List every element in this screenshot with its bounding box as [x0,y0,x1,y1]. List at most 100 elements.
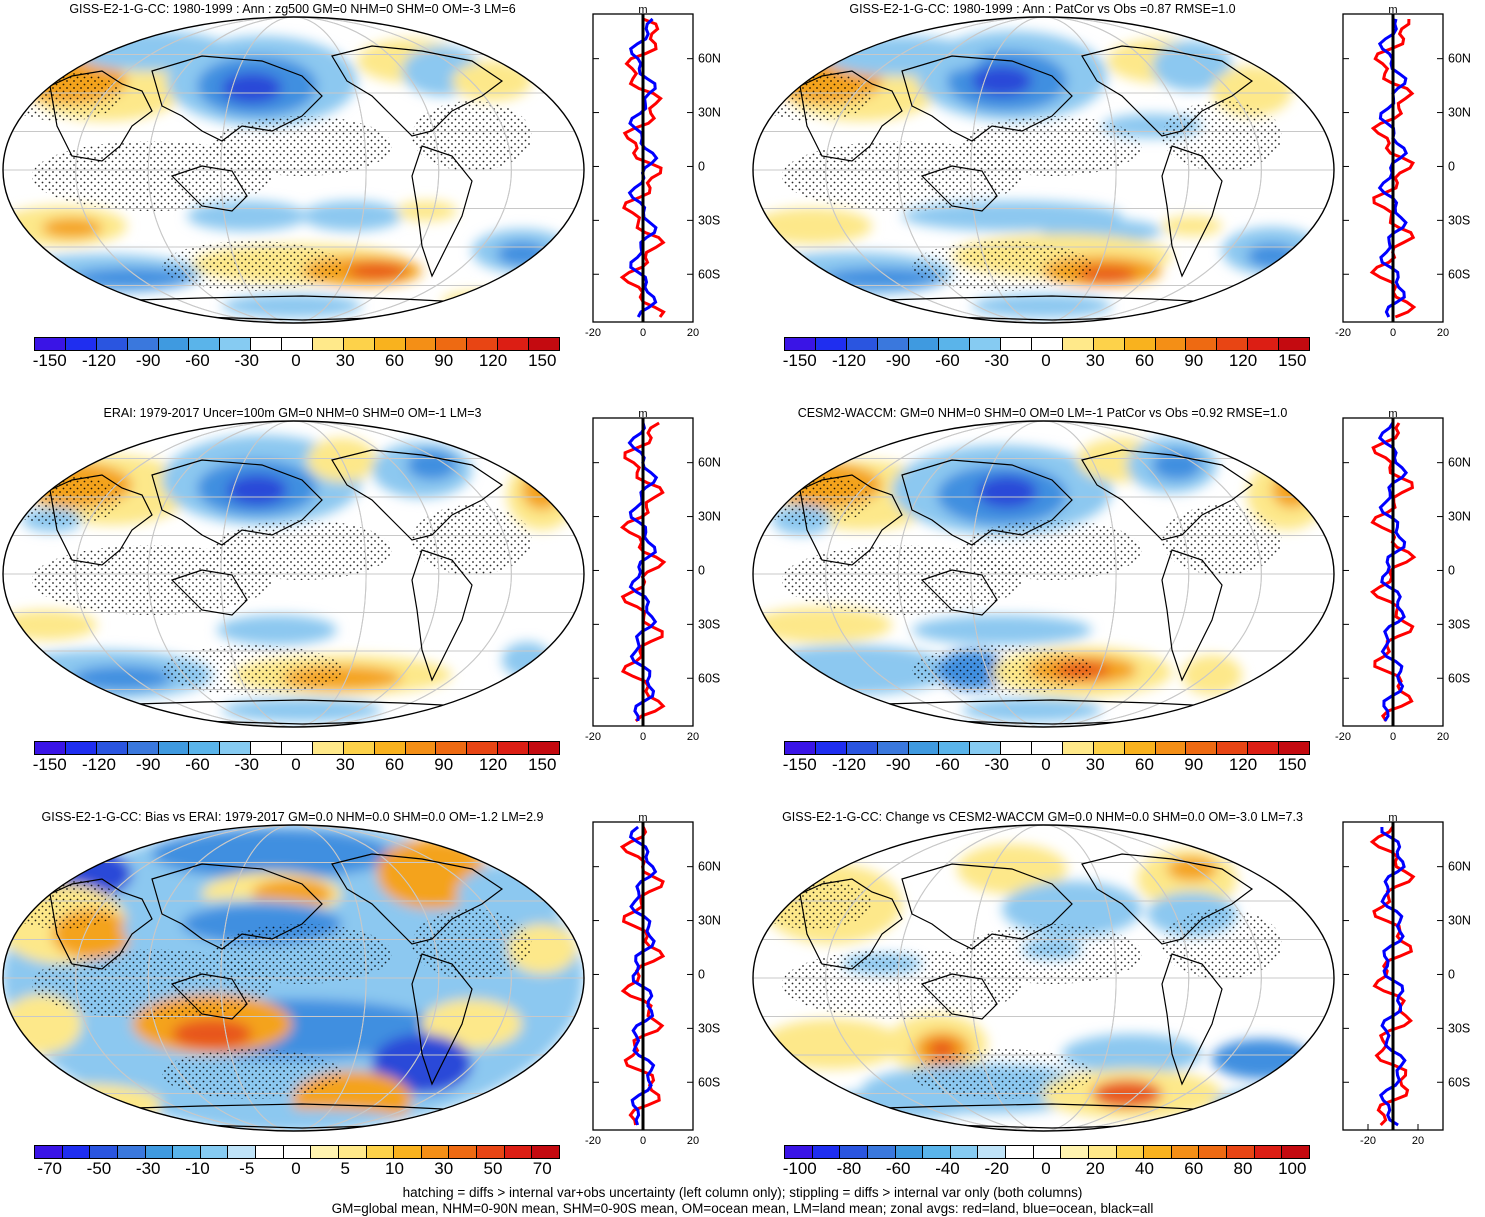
colorbar-swatch [374,742,406,754]
colorbar-swatch [449,1146,477,1158]
colorbar-swatch [1155,338,1187,350]
coastline [411,549,473,682]
colorbar-tick-label: 90 [434,351,454,370]
zonal-units: m [638,4,647,16]
colorbar-swatch [127,742,159,754]
anomaly-blob [822,268,942,288]
graticule-meridian [897,825,1190,1131]
coastline [49,70,153,162]
map-border [752,420,1335,728]
anomaly-blob [502,642,552,678]
zonal-x-label: 20 [687,1135,699,1147]
colorbar-swatch [1248,742,1279,754]
zonal-lat-label: 30N [698,106,721,120]
anomaly-blob [977,476,1037,508]
anomaly-blob [222,294,362,318]
anomaly-blob [397,201,457,221]
anomaly-blob [72,268,192,288]
anomaly-blob [753,607,892,643]
stipple-region [782,545,1022,615]
panel-2-zonal-plot: m 60N 30N 0 30S 60S -20 0 20 [1335,4,1471,339]
colorbar-swatch [189,338,221,350]
colorbar-swatch [498,742,529,754]
colorbar-swatch [1001,338,1032,350]
colorbar-tick-label: -90 [135,755,161,774]
stippling [3,71,532,291]
colorbar-tick-label: -30 [135,1159,161,1178]
stipple-region [162,241,342,291]
map-content [3,17,584,323]
zonal-lat-label: 30N [698,914,721,928]
zonal-ocean-curve [628,825,658,1126]
map-border [2,16,585,324]
zonal-lat-label: 60N [1448,52,1471,66]
colorbar-tick-label: -150 [782,755,817,774]
colorbar-swatch [529,338,559,350]
panel-3: ERAI: 1979-2017 Uncer=100m GM=0 NHM=0 SH… [0,404,745,804]
graticule-meridian [825,825,1262,1131]
zonal-lat-label: 30N [1448,106,1471,120]
colorbar-swatch [311,1146,339,1158]
colorbar-swatch [90,1146,118,1158]
anomaly-blob [1212,1039,1312,1079]
anomaly-blob [1182,655,1242,695]
colorbar-swatch [96,742,128,754]
colorbar-swatch [467,742,499,754]
colorbar-swatch [65,742,97,754]
stipple-region [162,645,342,695]
zonal-x-label: 0 [1390,327,1396,339]
colorbar-tick-label: 120 [1228,755,1258,774]
map-content [753,421,1334,727]
coastline [331,853,504,945]
zonal-x-label: 0 [640,1135,646,1147]
colorbar-tick-label: 150 [1278,755,1307,774]
stipple-region [782,949,1022,1019]
coastline [331,45,504,137]
colorbar-swatch [1254,1146,1283,1158]
panel-4-map [752,420,1335,728]
anomaly-blob [1167,857,1217,881]
zonal-units: m [638,812,647,824]
colorbar-swatch [1116,1146,1145,1158]
zonal-x-label: -20 [585,731,601,743]
graticule-meridian [970,17,1117,323]
panel-6-colorbar [784,1145,1310,1159]
panel-2-colorbar [784,337,1310,351]
colorbar-swatch [251,338,282,350]
colorbar-tick-label: 60 [1184,1159,1204,1178]
colorbar-swatch [867,1146,896,1158]
anomaly-blob [1152,450,1202,480]
colorbar-tick-label: -100 [782,1159,817,1178]
graticule-meridian [75,421,512,727]
stipple-region [3,71,122,121]
zonal-units: m [1388,4,1397,16]
colorbar-tick-label: 150 [528,351,557,370]
colorbar-swatch [840,1146,868,1158]
colorbar-swatch [532,1146,559,1158]
zonal-x-label: -20 [1335,327,1351,339]
stipple-region [912,1049,1092,1099]
colorbar-tick-label: 150 [528,755,557,774]
colorbar-swatch [908,338,940,350]
colorbar-tick-label: -120 [81,351,116,370]
colorbar-swatch [1227,1146,1255,1158]
zonal-units: m [1388,812,1397,824]
zonal-lat-label: 30N [1448,914,1471,928]
graticule [3,17,584,323]
colorbar-swatch [1006,1146,1034,1158]
anomaly-blob [753,208,872,244]
colorbar-tick-label: -30 [234,755,260,774]
coastline [920,569,998,616]
colorbar-swatch [815,338,847,350]
graticule-meridian [220,17,367,323]
stipple-region [753,71,872,121]
zonal-x-label: 20 [1437,731,1449,743]
colorbar-tick-label: -30 [984,351,1010,370]
colorbar-tick-label: -40 [935,1159,960,1178]
zonal-lat-label: 30S [698,617,720,631]
panel-5: GISS-E2-1-G-CC: Bias vs ERAI: 1979-2017 … [0,808,745,1188]
panel-5-zonal-plot: m 60N 30N 0 30S 60S -20 0 20 [585,812,721,1147]
colorbar-swatch [1282,1146,1309,1158]
anomaly-blob [222,698,382,722]
stipple-region [32,141,272,211]
